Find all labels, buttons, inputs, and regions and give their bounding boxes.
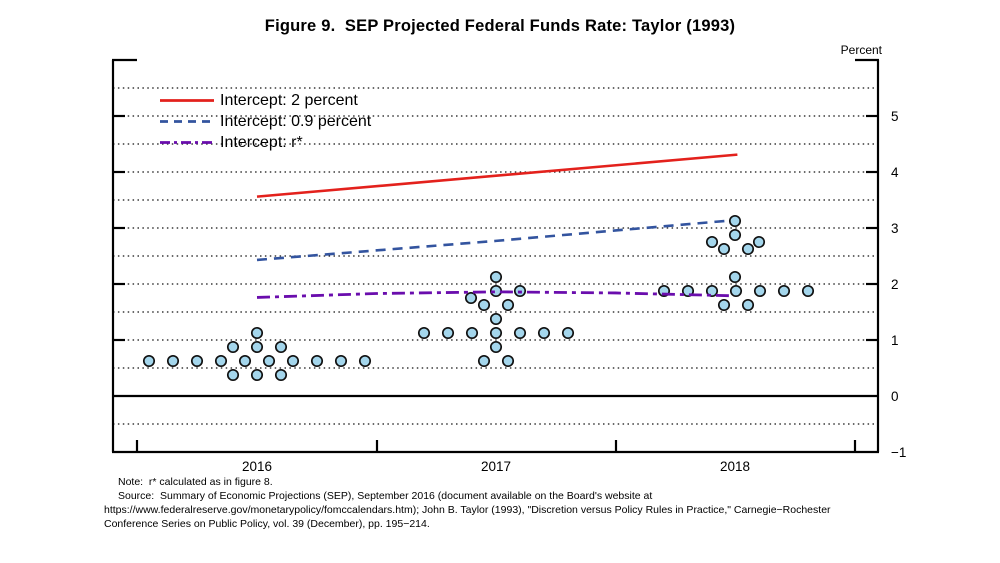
legend-label: Intercept: 0.9 percent [220,112,372,130]
sep-projection-dot [513,326,527,340]
sep-projection-dot [537,326,551,340]
figure-title: Figure 9. SEP Projected Federal Funds Ra… [264,17,736,35]
sep-projection-dot [250,368,264,382]
legend-item-intercept-0-9pct: Intercept: 0.9 percent [159,111,371,132]
y-axis-label: 5 [891,109,899,124]
legend-dashdot-purple-line-sample [160,141,214,144]
sep-projection-dot [142,354,156,368]
sep-projection-dot [728,270,742,284]
sep-projection-dot [441,326,455,340]
rule-line-intercept-0-9pct [256,219,728,262]
sep-projection-dot [489,312,503,326]
sep-projection-dot [250,340,264,354]
sep-projection-dot [166,354,180,368]
x-axis-label: 2018 [720,459,750,474]
sep-projection-dot [741,298,755,312]
sep-projection-dot [250,326,264,340]
note-line: Note: r* calculated as in figure 8. [118,476,273,488]
x-axis-label: 2017 [481,459,511,474]
legend-dashed-blue-line-sample [160,120,214,123]
rule-line-intercept-rstar [256,290,733,299]
sep-projection-dot [477,298,491,312]
source-line-2: https://www.federalreserve.gov/monetaryp… [104,504,831,516]
sep-projection-dot [717,242,731,256]
sep-projection-dot [501,354,515,368]
y-axis-label: 1 [891,333,899,348]
sep-projection-dot [489,340,503,354]
legend-item-intercept-rstar: Intercept: r* [159,132,371,153]
y-axis-label: 4 [891,165,899,180]
sep-projection-dot [705,284,719,298]
sep-projection-dot [777,284,791,298]
sep-projection-dot [741,242,755,256]
chart-legend: Intercept: 2 percent Intercept: 0.9 perc… [159,90,371,153]
sep-projection-dot [561,326,575,340]
sep-projection-dot [274,340,288,354]
x-axis-label: 2016 [242,459,272,474]
y-axis-label: 2 [891,277,899,292]
source-line-1: Source: Summary of Economic Projections … [118,490,653,502]
y-axis-unit-label: Percent [840,43,882,57]
sep-projection-dot [464,291,478,305]
sep-projection-dot [226,340,240,354]
sep-projection-dot [729,284,743,298]
legend-label: Intercept: r* [220,133,303,151]
sep-projection-dot [477,354,491,368]
sep-projection-dot [717,298,731,312]
sep-projection-dot [238,354,252,368]
sep-projection-dot [801,284,815,298]
legend-label: Intercept: 2 percent [220,91,358,109]
sep-projection-dot [728,228,742,242]
sep-projection-dot [489,326,503,340]
source-line-3: Conference Series on Public Policy, vol.… [104,518,430,530]
y-axis-label: 0 [891,389,899,404]
sep-projection-dot [417,326,431,340]
sep-projection-dot [274,368,288,382]
y-axis-label: 3 [891,221,899,236]
legend-solid-red-line-sample [160,99,214,102]
sep-projection-dot [310,354,324,368]
sep-projection-dot [753,284,767,298]
sep-projection-dot [226,368,240,382]
y-axis-label: −1 [891,445,906,460]
legend-item-intercept-2pct: Intercept: 2 percent [159,90,371,111]
sep-projection-dot [465,326,479,340]
sep-projection-dot [501,298,515,312]
sep-projection-dot [489,270,503,284]
sep-projection-dot [705,235,719,249]
sep-projection-dot [262,354,276,368]
sep-projection-dot [286,354,300,368]
sep-projection-dot [728,214,742,228]
sep-projection-dot [334,354,348,368]
rule-line-intercept-2pct [256,153,738,198]
sep-projection-dot [752,235,766,249]
sep-projection-dot [358,354,372,368]
sep-projection-dot [190,354,204,368]
sep-projection-dot [214,354,228,368]
